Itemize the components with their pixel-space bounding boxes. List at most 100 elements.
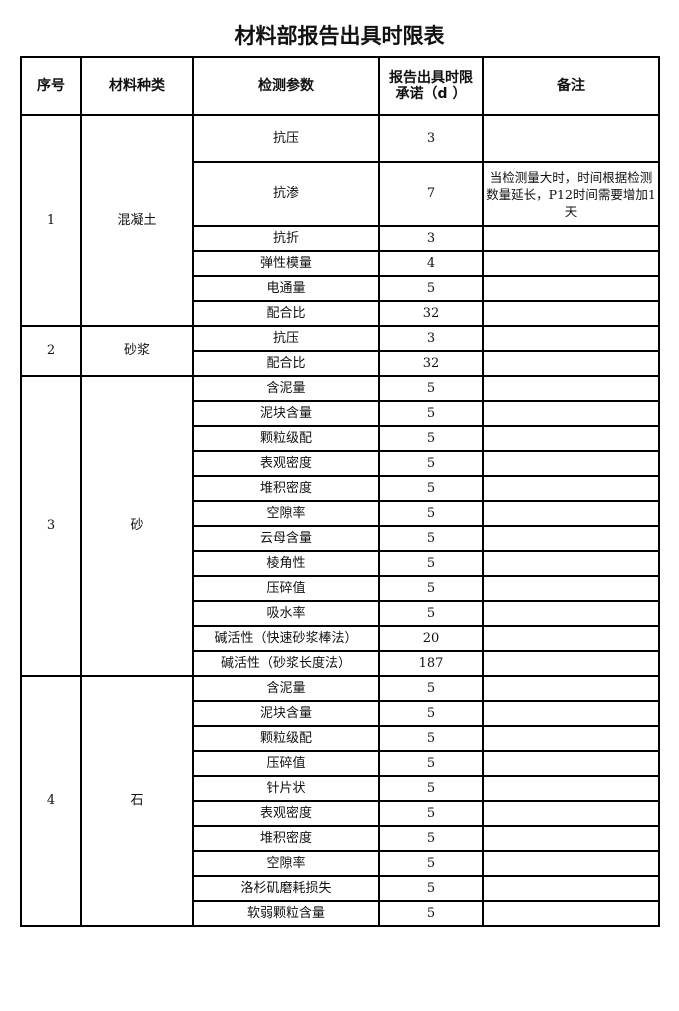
test-parameter: 压碎值	[192, 575, 380, 602]
test-parameter: 泥块含量	[192, 700, 380, 727]
group-number: 3	[20, 375, 82, 677]
remark	[482, 650, 660, 677]
report-days: 5	[378, 600, 484, 627]
remark	[482, 450, 660, 477]
report-days: 3	[378, 114, 484, 163]
table-row: 配合比 32	[21, 300, 660, 327]
remark	[482, 550, 660, 577]
report-days: 3	[378, 225, 484, 252]
test-parameter: 空隙率	[192, 500, 380, 527]
test-parameter: 含泥量	[192, 675, 380, 702]
table-row: 配合比 32	[21, 350, 660, 377]
table-row: 抗渗 7 当检测量大时，时间根据检测数量延长，P12时间需要增加1天	[21, 161, 660, 227]
table-row: 表观密度 5	[21, 450, 660, 477]
material-type: 砂	[80, 375, 194, 677]
report-days: 5	[378, 875, 484, 902]
table-row: 电通量 5	[21, 275, 660, 302]
remark	[482, 400, 660, 427]
test-parameter: 表观密度	[192, 450, 380, 477]
table-row: 表观密度 5	[21, 800, 660, 827]
table-row: 云母含量 5	[21, 525, 660, 552]
table-row: 颗粒级配 5	[21, 725, 660, 752]
remark	[482, 850, 660, 877]
remark: 当检测量大时，时间根据检测数量延长，P12时间需要增加1天	[482, 161, 660, 227]
header-material: 材料种类	[80, 56, 194, 116]
report-days: 32	[378, 300, 484, 327]
table-row: 软弱颗粒含量 5	[21, 900, 660, 927]
report-days: 5	[378, 550, 484, 577]
report-days: 5	[378, 400, 484, 427]
remark	[482, 525, 660, 552]
test-parameter: 泥块含量	[192, 400, 380, 427]
remark	[482, 900, 660, 927]
report-days: 5	[378, 900, 484, 927]
report-days: 32	[378, 350, 484, 377]
test-parameter: 抗渗	[192, 161, 380, 227]
report-days: 4	[378, 250, 484, 277]
table-row: 洛杉矶磨耗损失 5	[21, 875, 660, 902]
report-days: 20	[378, 625, 484, 652]
remark	[482, 825, 660, 852]
test-parameter: 空隙率	[192, 850, 380, 877]
test-parameter: 碱活性（快速砂浆棒法）	[192, 625, 380, 652]
header-param: 检测参数	[192, 56, 380, 116]
test-parameter: 碱活性（砂浆长度法）	[192, 650, 380, 677]
remark	[482, 675, 660, 702]
remark	[482, 750, 660, 777]
remark	[482, 775, 660, 802]
remark	[482, 600, 660, 627]
remark	[482, 114, 660, 163]
report-days: 5	[378, 750, 484, 777]
report-days: 5	[378, 775, 484, 802]
time-limit-table: 序号 材料种类 检测参数 报告出具时限承诺（d ） 备注 1 混凝土 抗压 3 抗渗 7 当…	[20, 56, 660, 927]
test-parameter: 抗折	[192, 225, 380, 252]
remark	[482, 575, 660, 602]
remark	[482, 800, 660, 827]
table-row: 4 石含泥量 5	[20, 675, 660, 927]
report-days: 5	[378, 450, 484, 477]
test-parameter: 颗粒级配	[192, 725, 380, 752]
report-days: 5	[378, 275, 484, 302]
test-parameter: 堆积密度	[192, 825, 380, 852]
report-days: 5	[378, 700, 484, 727]
report-days: 5	[378, 575, 484, 602]
report-days: 5	[378, 425, 484, 452]
table-row: 棱角性 5	[21, 550, 660, 577]
table-row: 碱活性（快速砂浆棒法） 20	[21, 625, 660, 652]
test-parameter: 软弱颗粒含量	[192, 900, 380, 927]
remark	[482, 700, 660, 727]
group-number: 1	[20, 114, 82, 327]
test-parameter: 洛杉矶磨耗损失	[192, 875, 380, 902]
test-parameter: 含泥量	[192, 375, 380, 402]
table-row: 空隙率 5	[21, 850, 660, 877]
remark	[482, 375, 660, 402]
header-row: 序号 材料种类 检测参数 报告出具时限承诺（d ） 备注	[20, 56, 660, 116]
table-row: 针片状 5	[21, 775, 660, 802]
report-days: 5	[378, 800, 484, 827]
header-no: 序号	[20, 56, 82, 116]
table-row: 吸水率 5	[21, 600, 660, 627]
table-row: 泥块含量 5	[21, 700, 660, 727]
remark	[482, 250, 660, 277]
material-type: 混凝土	[80, 114, 194, 327]
report-days: 5	[378, 725, 484, 752]
remark	[482, 325, 660, 352]
table-row: 压碎值 5	[21, 750, 660, 777]
table-row: 1 混凝土 抗压 3	[20, 114, 660, 327]
report-days: 5	[378, 675, 484, 702]
report-days: 187	[378, 650, 484, 677]
test-parameter: 颗粒级配	[192, 425, 380, 452]
header-note: 备注	[482, 56, 660, 116]
report-days: 5	[378, 825, 484, 852]
report-days: 5	[378, 475, 484, 502]
header-days: 报告出具时限承诺（d ）	[378, 56, 484, 116]
material-type: 砂浆	[80, 325, 194, 377]
table-row: 3 砂含泥量 5	[20, 375, 660, 677]
test-parameter: 云母含量	[192, 525, 380, 552]
table-row: 堆积密度 5	[21, 825, 660, 852]
test-parameter: 弹性模量	[192, 250, 380, 277]
remark	[482, 625, 660, 652]
report-days: 5	[378, 500, 484, 527]
test-parameter: 棱角性	[192, 550, 380, 577]
test-parameter: 堆积密度	[192, 475, 380, 502]
